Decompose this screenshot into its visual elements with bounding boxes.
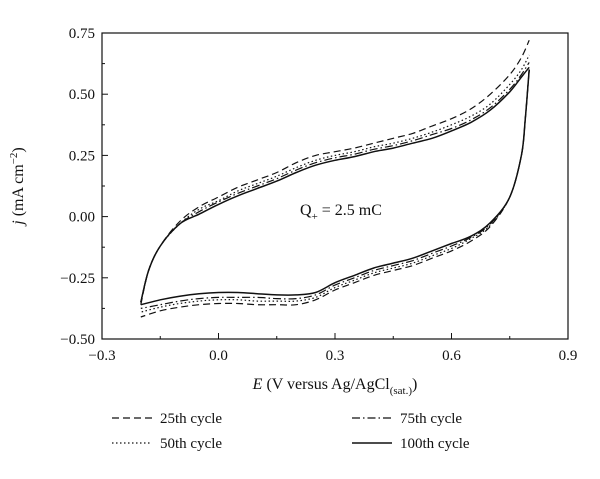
y-axis-text: (mA cm [10, 164, 27, 221]
ticks-layer: −0.3 0.0 0.3 0.6 0.9 −0.50 −0.25 0.00 0.25 0.50 0.… [60, 26, 577, 364]
x-tick-label: 0.0 [209, 348, 228, 364]
series-25th-cycle-anodic-line [140, 40, 530, 305]
x-axis-symbol: E [252, 376, 263, 393]
x-tick-label: −0.3 [88, 348, 115, 364]
annotation-subscript: + [312, 211, 318, 223]
series-100th-cycle-cathodic-line [140, 69, 530, 306]
x-tick-label: 0.3 [326, 348, 345, 364]
series-100th-cycle-anodic-line [140, 66, 530, 303]
legend: 25th cycle 50th cycle 75th cycle 100th cycl… [112, 411, 470, 452]
y-tick-label: 0.50 [69, 87, 95, 103]
x-tick-label: 0.6 [442, 348, 461, 364]
x-tick-label: 0.9 [559, 348, 578, 364]
series-50th-cycle-anodic-line [140, 54, 530, 303]
x-axis-text: (V versus Ag/AgCl [262, 376, 390, 393]
legend-label-50th-cycle: 50th cycle [160, 436, 222, 452]
legend-label-25th-cycle: 25th cycle [160, 411, 222, 427]
series-75th-cycle-cathodic-line [140, 69, 530, 309]
annotation-symbol: Q [300, 202, 312, 219]
y-tick-label: 0.25 [69, 148, 95, 164]
y-tick-label: −0.50 [60, 332, 95, 348]
annotation-value: = 2.5 mC [318, 202, 382, 219]
y-axis-symbol: j [10, 220, 27, 227]
x-axis-subscript: (sat.) [390, 385, 413, 397]
charge-annotation: Q+ = 2.5 mC [300, 202, 382, 223]
legend-label-100th-cycle: 100th cycle [400, 436, 470, 452]
y-axis-superscript: −2 [8, 153, 20, 165]
y-axis-close: ) [10, 147, 27, 152]
series-75th-cycle-anodic-line [140, 62, 530, 303]
y-tick-label: 0.00 [69, 210, 95, 226]
y-tick-label: −0.25 [60, 271, 95, 287]
y-tick-label: 0.75 [69, 26, 95, 42]
series-50th-cycle-cathodic-line [140, 69, 530, 313]
legend-label-75th-cycle: 75th cycle [400, 411, 462, 427]
y-axis-title: j (mA cm−2) [8, 147, 27, 227]
x-axis-close: ) [412, 376, 417, 393]
x-axis-title: E (V versus Ag/AgCl(sat.)) [252, 376, 418, 397]
plot-frame [101, 32, 569, 340]
series-25th-cycle-cathodic-line [140, 69, 530, 318]
series-layer [140, 40, 530, 318]
